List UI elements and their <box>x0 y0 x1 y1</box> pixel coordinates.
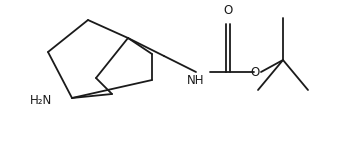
Text: O: O <box>223 4 232 17</box>
Text: H₂N: H₂N <box>30 93 52 106</box>
Text: NH: NH <box>187 74 205 87</box>
Text: O: O <box>250 67 260 80</box>
